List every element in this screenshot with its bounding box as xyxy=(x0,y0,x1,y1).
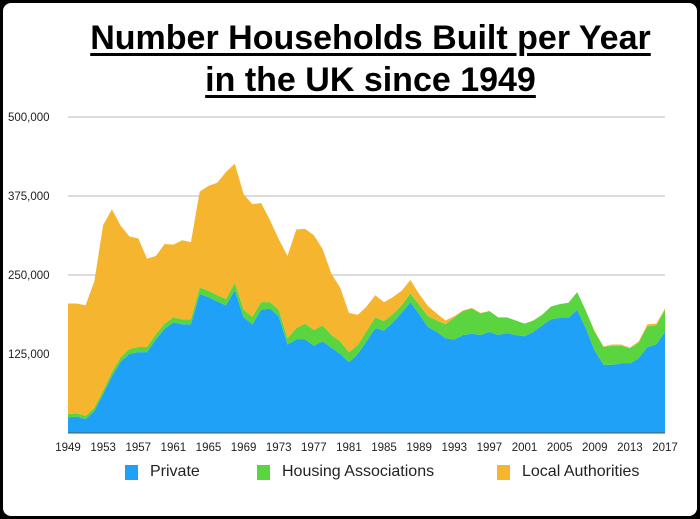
x-tick-label: 2001 xyxy=(512,442,538,454)
area-local-authorities xyxy=(68,163,665,416)
x-tick-label: 1953 xyxy=(90,442,116,454)
y-tick-label: 500,000 xyxy=(8,112,50,124)
chart-title: Number Households Built per Year in the … xyxy=(3,17,697,101)
legend-label-private: Private xyxy=(150,463,200,480)
legend-swatch-local-authorities xyxy=(497,464,510,480)
x-tick-label: 1949 xyxy=(55,442,81,454)
y-tick-label: 125,000 xyxy=(8,349,50,361)
x-tick-label: 2005 xyxy=(547,442,573,454)
legend-swatch-housing-associations xyxy=(257,464,270,480)
legend-label-local-authorities: Local Authorities xyxy=(522,463,640,480)
x-tick-label: 2017 xyxy=(652,442,678,454)
chart-title-line-2: in the UK since 1949 xyxy=(205,61,536,99)
y-tick-label: 375,000 xyxy=(8,191,50,203)
x-tick-label: 1961 xyxy=(161,442,187,454)
x-tick-label: 2013 xyxy=(617,442,643,454)
y-tick-label: 250,000 xyxy=(8,270,50,282)
x-tick-label: 1977 xyxy=(301,442,327,454)
stacked-area-plot: 500,000 375,000 250,000 125,000 1949 1953 1957… xyxy=(8,112,678,454)
x-tick-label: 1981 xyxy=(336,442,362,454)
area-private xyxy=(68,290,665,433)
legend-label-housing-associations: Housing Associations xyxy=(282,463,435,480)
x-tick-label: 1957 xyxy=(125,442,151,454)
legend-item-housing-associations: Housing Associations xyxy=(257,463,434,481)
x-tick-label: 1973 xyxy=(266,442,292,454)
legend-swatch-private xyxy=(125,464,138,480)
x-tick-label: 1969 xyxy=(231,442,257,454)
x-tick-label: 1989 xyxy=(406,442,432,454)
x-tick-label: 2009 xyxy=(582,442,608,454)
x-tick-label: 1985 xyxy=(371,442,397,454)
x-tick-label: 1993 xyxy=(441,442,467,454)
legend-item-local-authorities: Local Authorities xyxy=(497,463,639,481)
chart-title-line-1: Number Households Built per Year xyxy=(90,19,651,57)
x-tick-label: 1965 xyxy=(196,442,222,454)
legend-item-private: Private xyxy=(125,463,200,481)
x-tick-label: 1997 xyxy=(477,442,503,454)
chart-card: Number Households Built per Year in the … xyxy=(3,3,697,516)
